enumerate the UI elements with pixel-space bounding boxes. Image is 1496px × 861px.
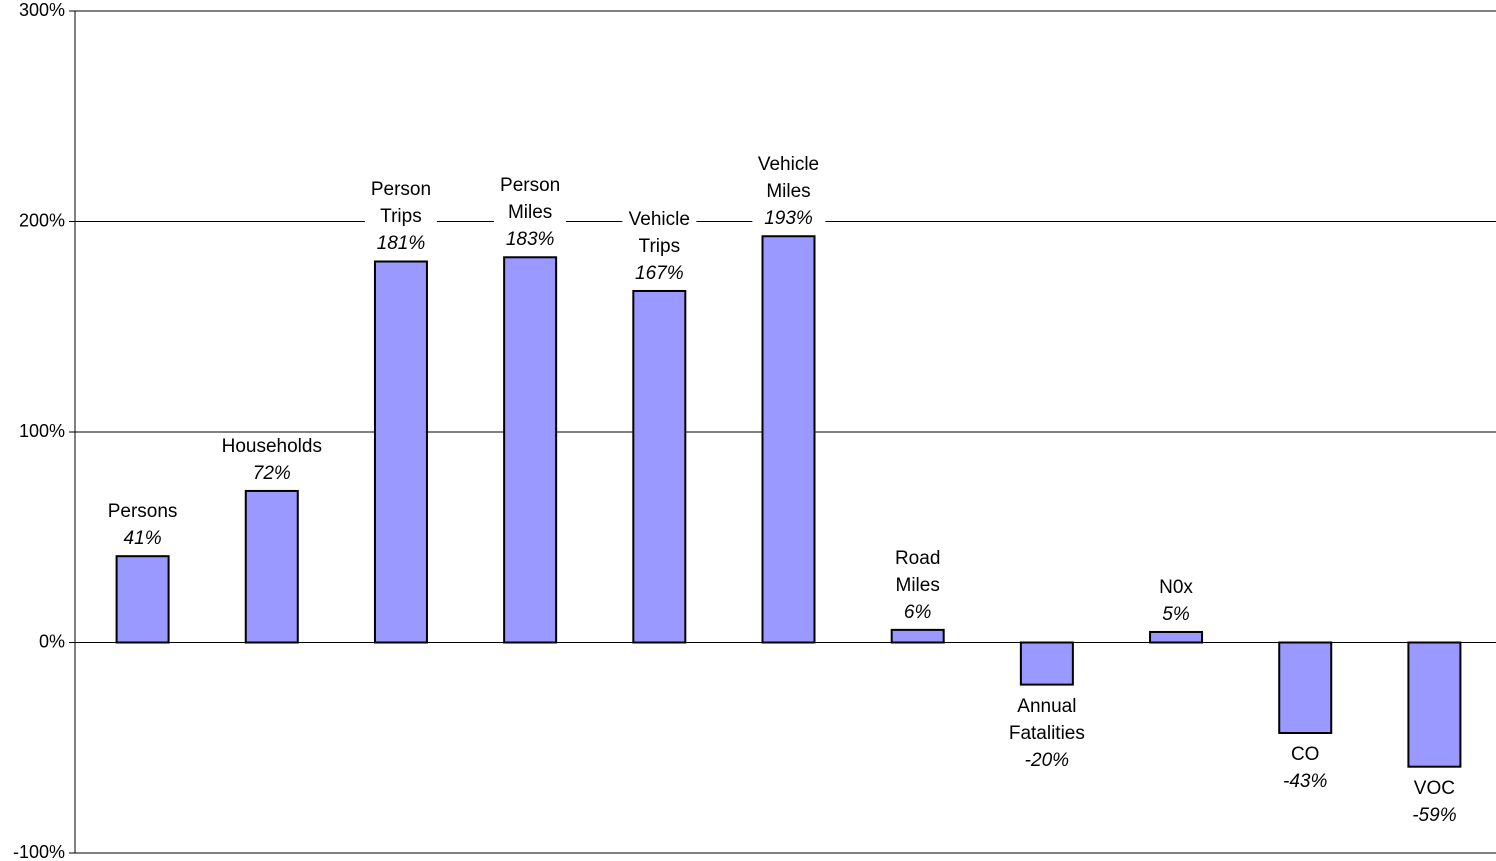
category-label: Persons [107, 501, 178, 523]
bar [1278, 641, 1333, 735]
value-label: 181% [376, 233, 426, 255]
value-label: 72% [252, 462, 291, 484]
bar-label: CO -43% [1277, 741, 1334, 795]
bar [1149, 630, 1204, 644]
value-label: 183% [505, 229, 555, 251]
category-label: CO [1290, 744, 1320, 765]
bar [244, 489, 299, 644]
y-tick-label: -100% [13, 842, 65, 861]
bar-label: Road Miles 6% [888, 544, 947, 626]
value-label: 167% [635, 262, 684, 284]
bar-label: VOC -59% [1406, 774, 1463, 829]
bar-label: Person Miles 183% [494, 172, 567, 254]
value-label: 5% [1162, 603, 1190, 625]
value-label: 6% [903, 601, 932, 623]
bar [890, 628, 945, 644]
bar-label: Annual Fatalities -20% [1002, 692, 1091, 774]
bar [761, 235, 816, 644]
category-label: Households [221, 435, 322, 457]
bar [115, 555, 170, 644]
value-label: -43% [1283, 771, 1328, 792]
y-tick-label: 300% [19, 0, 65, 20]
value-label: 193% [764, 208, 813, 230]
bar-label: Households 72% [215, 432, 328, 487]
bar-label: Vehicle Trips 167% [622, 205, 696, 287]
bar-label: Persons 41% [101, 498, 184, 553]
bar [373, 260, 428, 644]
bar [632, 289, 687, 644]
bar-label: Person Trips 181% [364, 176, 438, 258]
bar [1019, 641, 1074, 686]
bar [1407, 641, 1462, 768]
category-label: Vehicle Trips [628, 208, 690, 257]
category-label: VOC [1413, 777, 1455, 799]
category-label: Road Miles [894, 547, 941, 596]
category-label: N0x [1159, 576, 1193, 598]
category-label: Vehicle Miles [757, 154, 820, 203]
value-label: -20% [1024, 749, 1070, 771]
value-label: -59% [1412, 804, 1457, 826]
y-tick-label: 0% [39, 631, 65, 651]
value-label: 41% [123, 528, 162, 550]
bar-label: Vehicle Miles 193% [751, 151, 826, 233]
bar-label: N0x 5% [1153, 573, 1199, 628]
category-label: Annual Fatalities [1008, 695, 1085, 744]
category-label: Person Trips [370, 179, 432, 228]
category-label: Person Miles [500, 175, 561, 224]
bar [503, 256, 558, 644]
y-tick-label: 100% [19, 421, 65, 441]
y-tick-label: 200% [19, 210, 65, 230]
